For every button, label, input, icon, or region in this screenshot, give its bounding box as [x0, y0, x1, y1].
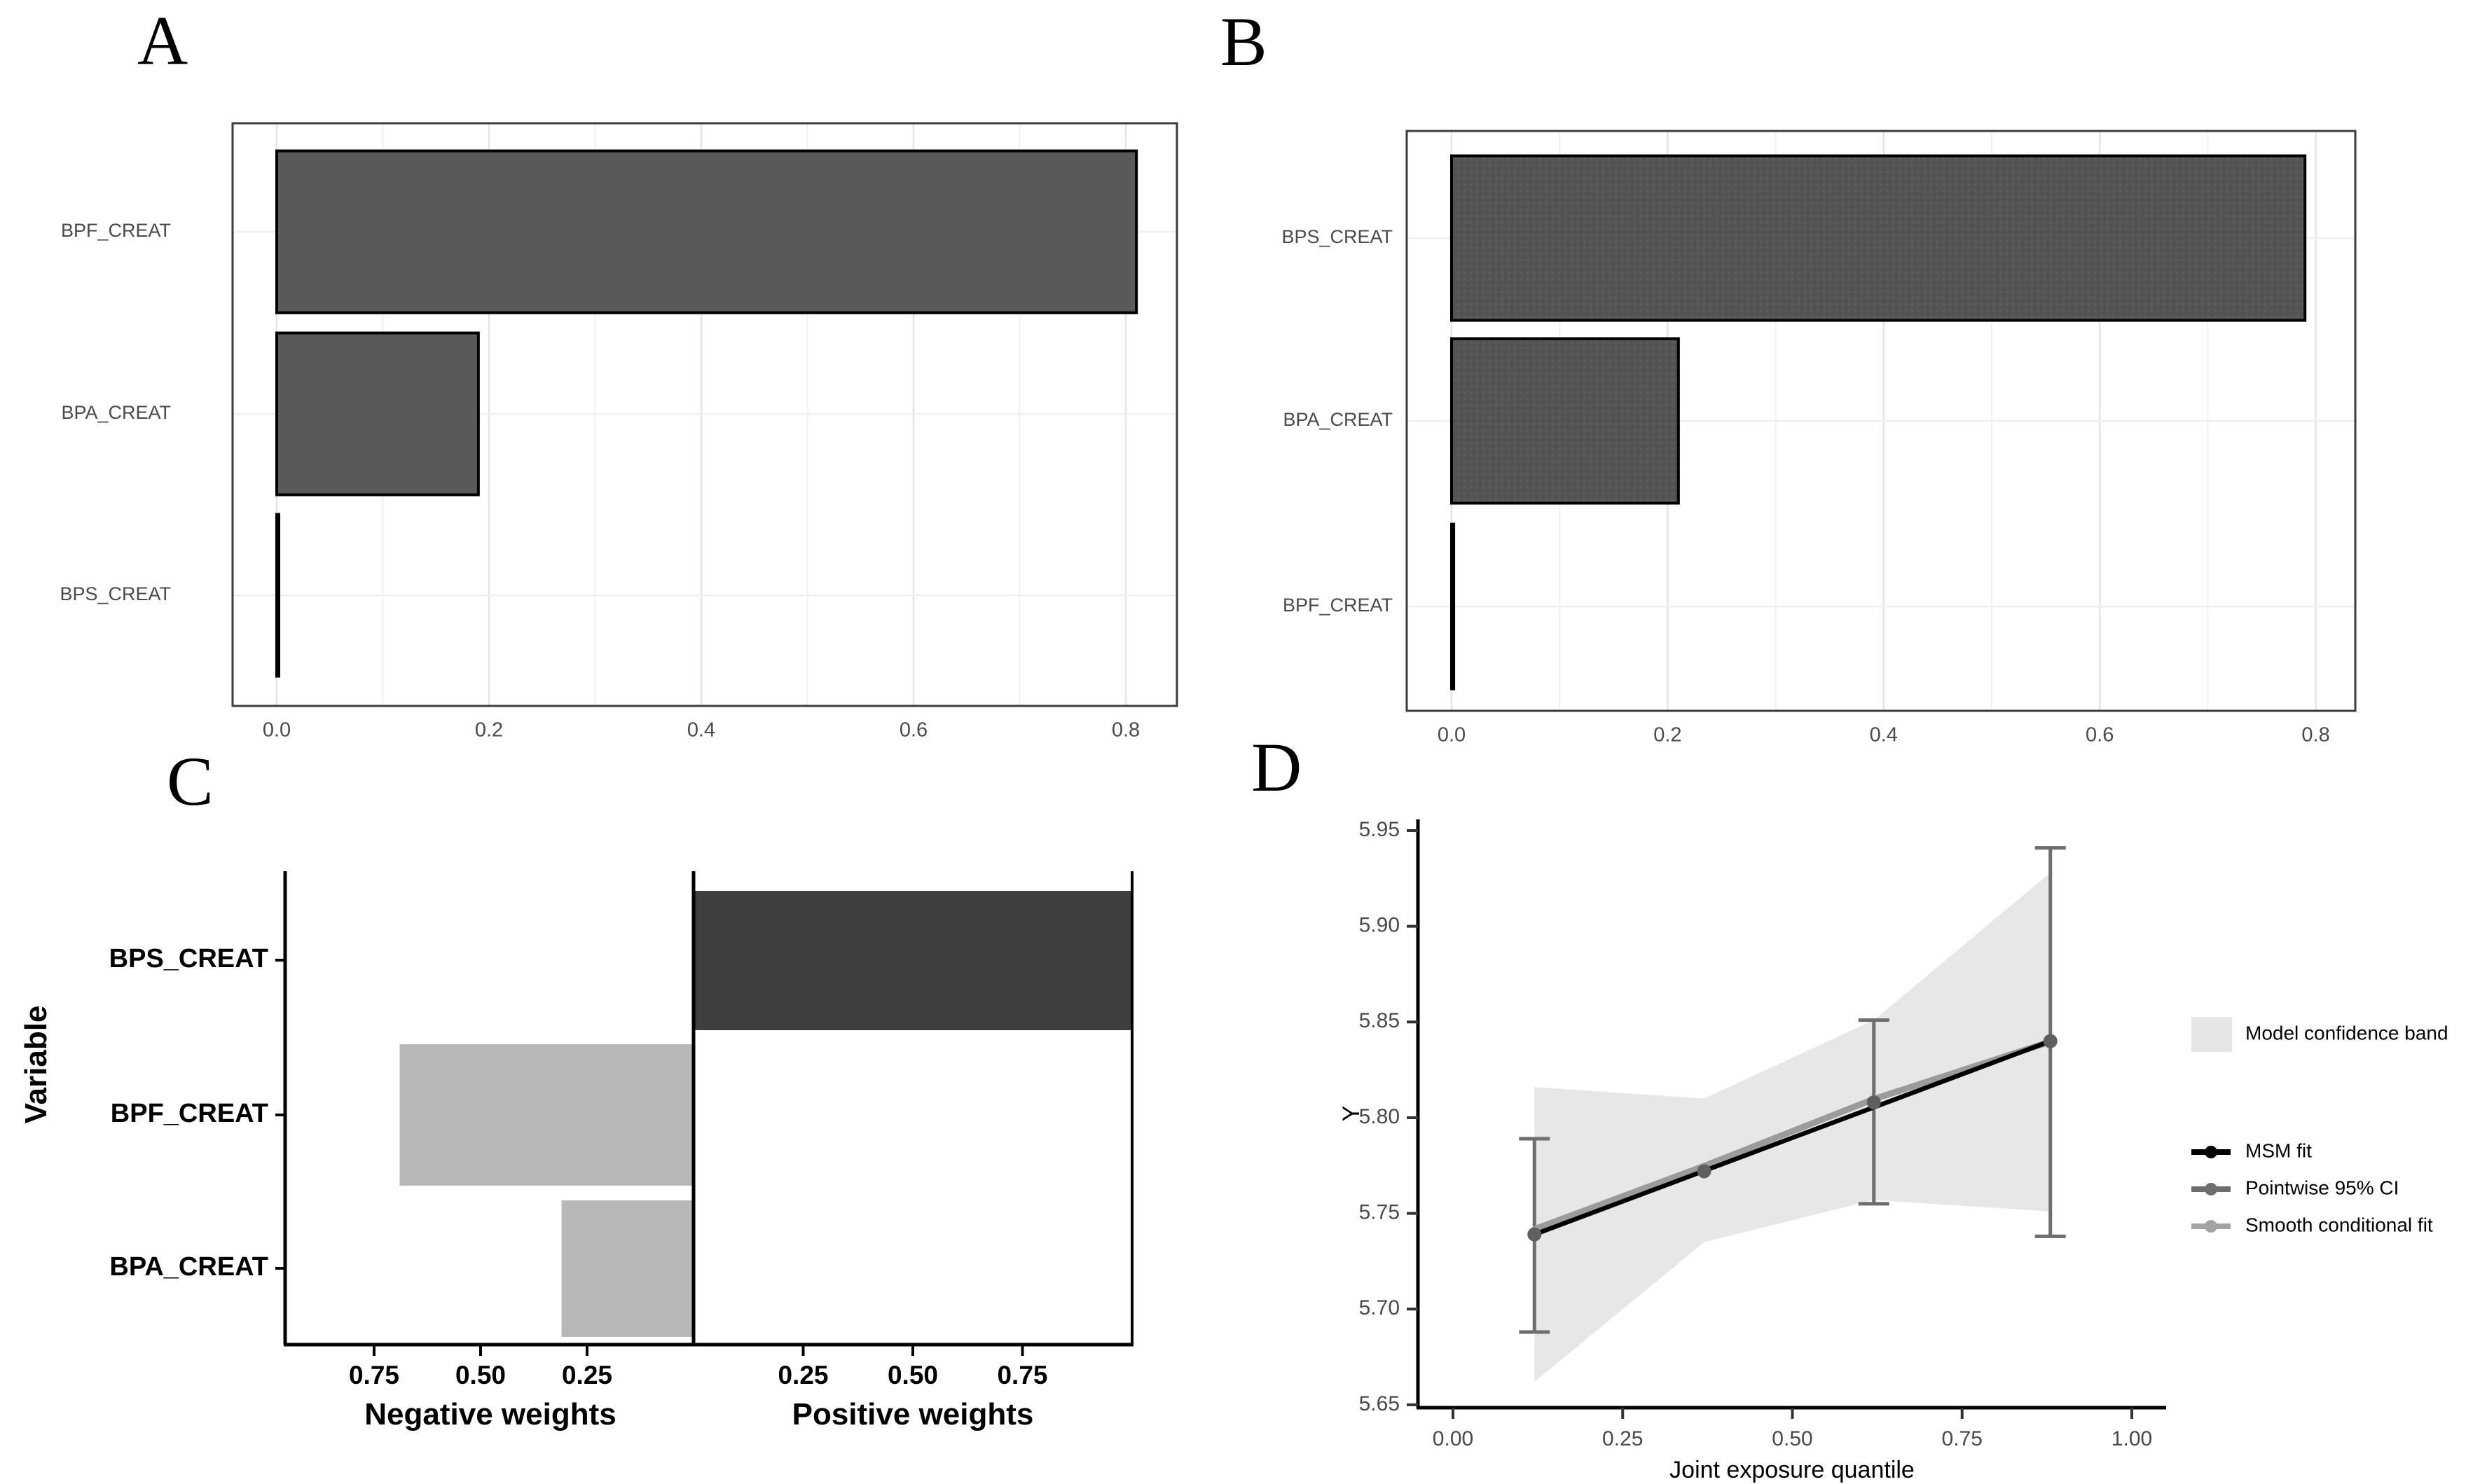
panel-c-chart: BPS_CREAT BPF_CREAT BPA_CREAT 0.75 0.50 0.25 0…: [19, 871, 1134, 1431]
svg-text:0.0: 0.0: [1438, 724, 1466, 742]
panel-b-chart: BPS_CREAT BPA_CREAT BPF_CREAT 0.0 0.2 0.4 0.6 0…: [1281, 130, 2357, 742]
svg-text:0.2: 0.2: [1653, 724, 1681, 742]
svg-text:BPF_CREAT: BPF_CREAT: [61, 220, 171, 241]
svg-text:Pointwise 95% CI: Pointwise 95% CI: [2245, 1177, 2399, 1198]
svg-text:0.25: 0.25: [1602, 1427, 1643, 1450]
svg-text:0.50: 0.50: [1772, 1427, 1812, 1450]
svg-text:0.8: 0.8: [1112, 719, 1140, 742]
svg-text:BPA_CREAT: BPA_CREAT: [61, 402, 171, 423]
panel-a-letter: A: [137, 1, 188, 79]
svg-text:0.25: 0.25: [778, 1361, 828, 1389]
panel-d-chart: 5.65 5.70 5.75 5.80 5.85 5.90 5.95 0.00 0.25 0.50…: [1338, 818, 2448, 1483]
svg-text:BPF_CREAT: BPF_CREAT: [1283, 595, 1393, 616]
svg-text:0.75: 0.75: [1942, 1427, 1983, 1450]
svg-text:BPF_CREAT: BPF_CREAT: [111, 1099, 268, 1128]
svg-text:0.4: 0.4: [1870, 724, 1898, 742]
svg-text:0.4: 0.4: [687, 719, 715, 742]
svg-text:5.90: 5.90: [1359, 914, 1400, 937]
svg-text:Joint exposure quantile: Joint exposure quantile: [1669, 1457, 1915, 1483]
svg-text:Negative weights: Negative weights: [364, 1397, 616, 1431]
svg-text:BPS_CREAT: BPS_CREAT: [109, 944, 268, 973]
svg-text:Variable: Variable: [19, 1006, 53, 1124]
svg-text:Model confidence band: Model confidence band: [2245, 1022, 2448, 1043]
svg-text:0.0: 0.0: [263, 719, 291, 742]
svg-text:0.50: 0.50: [888, 1361, 938, 1389]
svg-text:0.00: 0.00: [1433, 1427, 1473, 1450]
svg-text:Positive weights: Positive weights: [792, 1397, 1034, 1431]
svg-text:5.75: 5.75: [1359, 1201, 1400, 1224]
svg-text:0.25: 0.25: [562, 1361, 612, 1389]
panel-c-letter: C: [167, 742, 214, 820]
svg-text:BPS_CREAT: BPS_CREAT: [60, 583, 171, 604]
panel-d-letter: D: [1251, 728, 1302, 806]
svg-text:Y: Y: [1338, 1106, 1365, 1122]
svg-text:0.6: 0.6: [900, 719, 928, 742]
svg-text:1.00: 1.00: [2111, 1427, 2152, 1450]
svg-text:0.8: 0.8: [2301, 724, 2329, 742]
svg-text:0.75: 0.75: [997, 1361, 1047, 1389]
panel-a-chart: BPF_CREAT BPA_CREAT BPS_CREAT 0.0 0.2 0.4 0.6 0…: [60, 122, 1178, 742]
svg-text:5.95: 5.95: [1359, 818, 1400, 841]
svg-text:5.85: 5.85: [1359, 1009, 1400, 1032]
svg-text:5.80: 5.80: [1359, 1105, 1400, 1128]
svg-text:5.70: 5.70: [1359, 1296, 1400, 1319]
svg-text:BPS_CREAT: BPS_CREAT: [1281, 226, 1393, 247]
svg-text:BPA_CREAT: BPA_CREAT: [109, 1252, 268, 1282]
svg-text:0.50: 0.50: [455, 1361, 506, 1389]
svg-text:Smooth conditional fit: Smooth conditional fit: [2245, 1214, 2433, 1235]
svg-text:MSM fit: MSM fit: [2245, 1139, 2312, 1161]
panel-b-letter: B: [1220, 3, 1267, 81]
svg-text:0.75: 0.75: [349, 1361, 399, 1389]
svg-text:BPA_CREAT: BPA_CREAT: [1283, 409, 1393, 430]
svg-text:0.6: 0.6: [2086, 724, 2114, 742]
svg-text:5.65: 5.65: [1359, 1392, 1400, 1415]
svg-text:0.2: 0.2: [475, 719, 503, 742]
